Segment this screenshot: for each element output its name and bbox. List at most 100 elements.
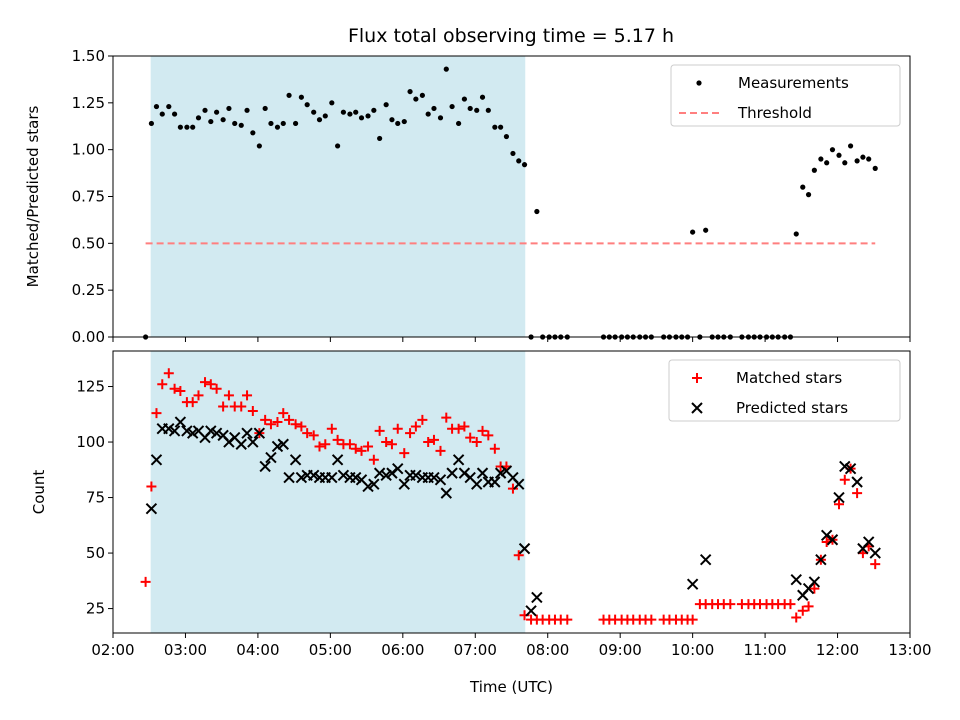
- data-point: [304, 102, 310, 108]
- data-point: [476, 467, 489, 479]
- data-point: [238, 122, 244, 128]
- top-panel-xticks: [112, 337, 911, 342]
- data-point: [296, 421, 307, 432]
- xtick: 09:00: [599, 633, 642, 659]
- data-point: [278, 408, 289, 419]
- data-point: [250, 130, 256, 136]
- data-point: [833, 491, 845, 504]
- data-point: [202, 107, 208, 113]
- data-point: [344, 439, 355, 450]
- data-point: [169, 383, 180, 394]
- xtick-label: 10:00: [671, 641, 714, 659]
- data-point: [452, 454, 465, 466]
- data-point: [562, 614, 573, 625]
- data-point: [405, 428, 416, 439]
- data-point: [461, 96, 468, 102]
- xtick-label: 09:00: [599, 641, 642, 659]
- data-point: [235, 438, 247, 450]
- bottom-panel-frame: [112, 350, 911, 634]
- ytick: 75: [86, 489, 113, 507]
- ytick-label: 0.50: [72, 234, 105, 252]
- data-point: [368, 478, 380, 490]
- data-point: [489, 443, 500, 454]
- data-point: [383, 102, 389, 108]
- legend-label: Predicted stars: [736, 399, 848, 417]
- data-point: [431, 105, 437, 112]
- data-point: [371, 107, 377, 113]
- data-point: [434, 474, 447, 486]
- data-point: [839, 474, 850, 485]
- data-point: [805, 192, 812, 198]
- data-point: [791, 612, 802, 623]
- data-point: [844, 462, 857, 475]
- data-point: [483, 430, 494, 441]
- data-point: [289, 454, 302, 466]
- ytick-label: 25: [86, 600, 105, 618]
- ytick-label: 125: [76, 378, 105, 396]
- legend-swatch: [691, 402, 703, 414]
- data-point: [302, 428, 313, 439]
- observing-span-bottom: [150, 351, 526, 633]
- bottom-panel-legend: Matched stars Predicted stars: [668, 359, 901, 422]
- top-panel-legend: Measurements Threshold: [670, 64, 901, 127]
- ytick-label: 1.00: [72, 141, 105, 159]
- data-point: [331, 454, 344, 466]
- data-point: [163, 368, 174, 379]
- data-point: [337, 469, 350, 482]
- ytick: 1.00: [72, 141, 113, 159]
- xtick-label: 04:00: [236, 641, 279, 659]
- data-point: [335, 143, 341, 149]
- data-point: [151, 408, 162, 419]
- data-point: [446, 467, 458, 479]
- chart-title: Flux total observing time = 5.17 h: [348, 25, 674, 47]
- data-point: [803, 601, 814, 612]
- data-point: [862, 536, 875, 548]
- ytick-label: 1.50: [72, 47, 105, 65]
- legend-label: Measurements: [738, 74, 849, 92]
- top-panel-ylabel: Matched/Predicted stars: [24, 106, 42, 288]
- data-point: [860, 154, 866, 160]
- data-point: [811, 167, 817, 173]
- data-point: [329, 100, 335, 106]
- data-point: [824, 160, 830, 166]
- data-point: [277, 438, 289, 450]
- data-point: [205, 379, 216, 390]
- xtick-label: 12:00: [816, 641, 859, 659]
- data-point: [392, 423, 403, 434]
- legend-label: Threshold: [737, 104, 812, 122]
- data-point: [399, 448, 410, 459]
- data-point: [489, 476, 501, 488]
- data-point: [358, 115, 365, 121]
- data-point: [690, 229, 696, 235]
- data-point: [793, 231, 799, 237]
- legend-entry: Threshold: [679, 104, 812, 122]
- data-point: [311, 109, 317, 115]
- xtick-label: 08:00: [526, 641, 569, 659]
- data-point: [437, 115, 444, 121]
- xtick: 08:00: [526, 633, 569, 659]
- data-point: [223, 390, 234, 401]
- data-point: [259, 460, 271, 473]
- data-point: [842, 160, 848, 166]
- data-point: [413, 96, 419, 102]
- data-point: [168, 425, 181, 437]
- data-point: [534, 208, 540, 215]
- data-point: [274, 124, 281, 130]
- xtick-label: 03:00: [164, 641, 207, 659]
- xtick: 12:00: [816, 633, 859, 659]
- data-point: [214, 109, 220, 115]
- top-panel-yticks: 0.00 0.25 0.50 0.75 1.00 1.25 1.50: [72, 47, 113, 346]
- data-point: [525, 605, 537, 617]
- data-point: [866, 156, 872, 162]
- data-point: [474, 107, 480, 113]
- data-point: [428, 434, 439, 445]
- data-point: [272, 417, 283, 428]
- data-point: [244, 107, 250, 113]
- data-point: [381, 437, 392, 448]
- data-point: [210, 427, 223, 439]
- ytick-label: 50: [86, 544, 105, 562]
- data-point: [377, 135, 383, 142]
- xtick-label: 13:00: [888, 641, 931, 659]
- ytick-label: 75: [86, 489, 105, 507]
- data-point: [365, 113, 371, 119]
